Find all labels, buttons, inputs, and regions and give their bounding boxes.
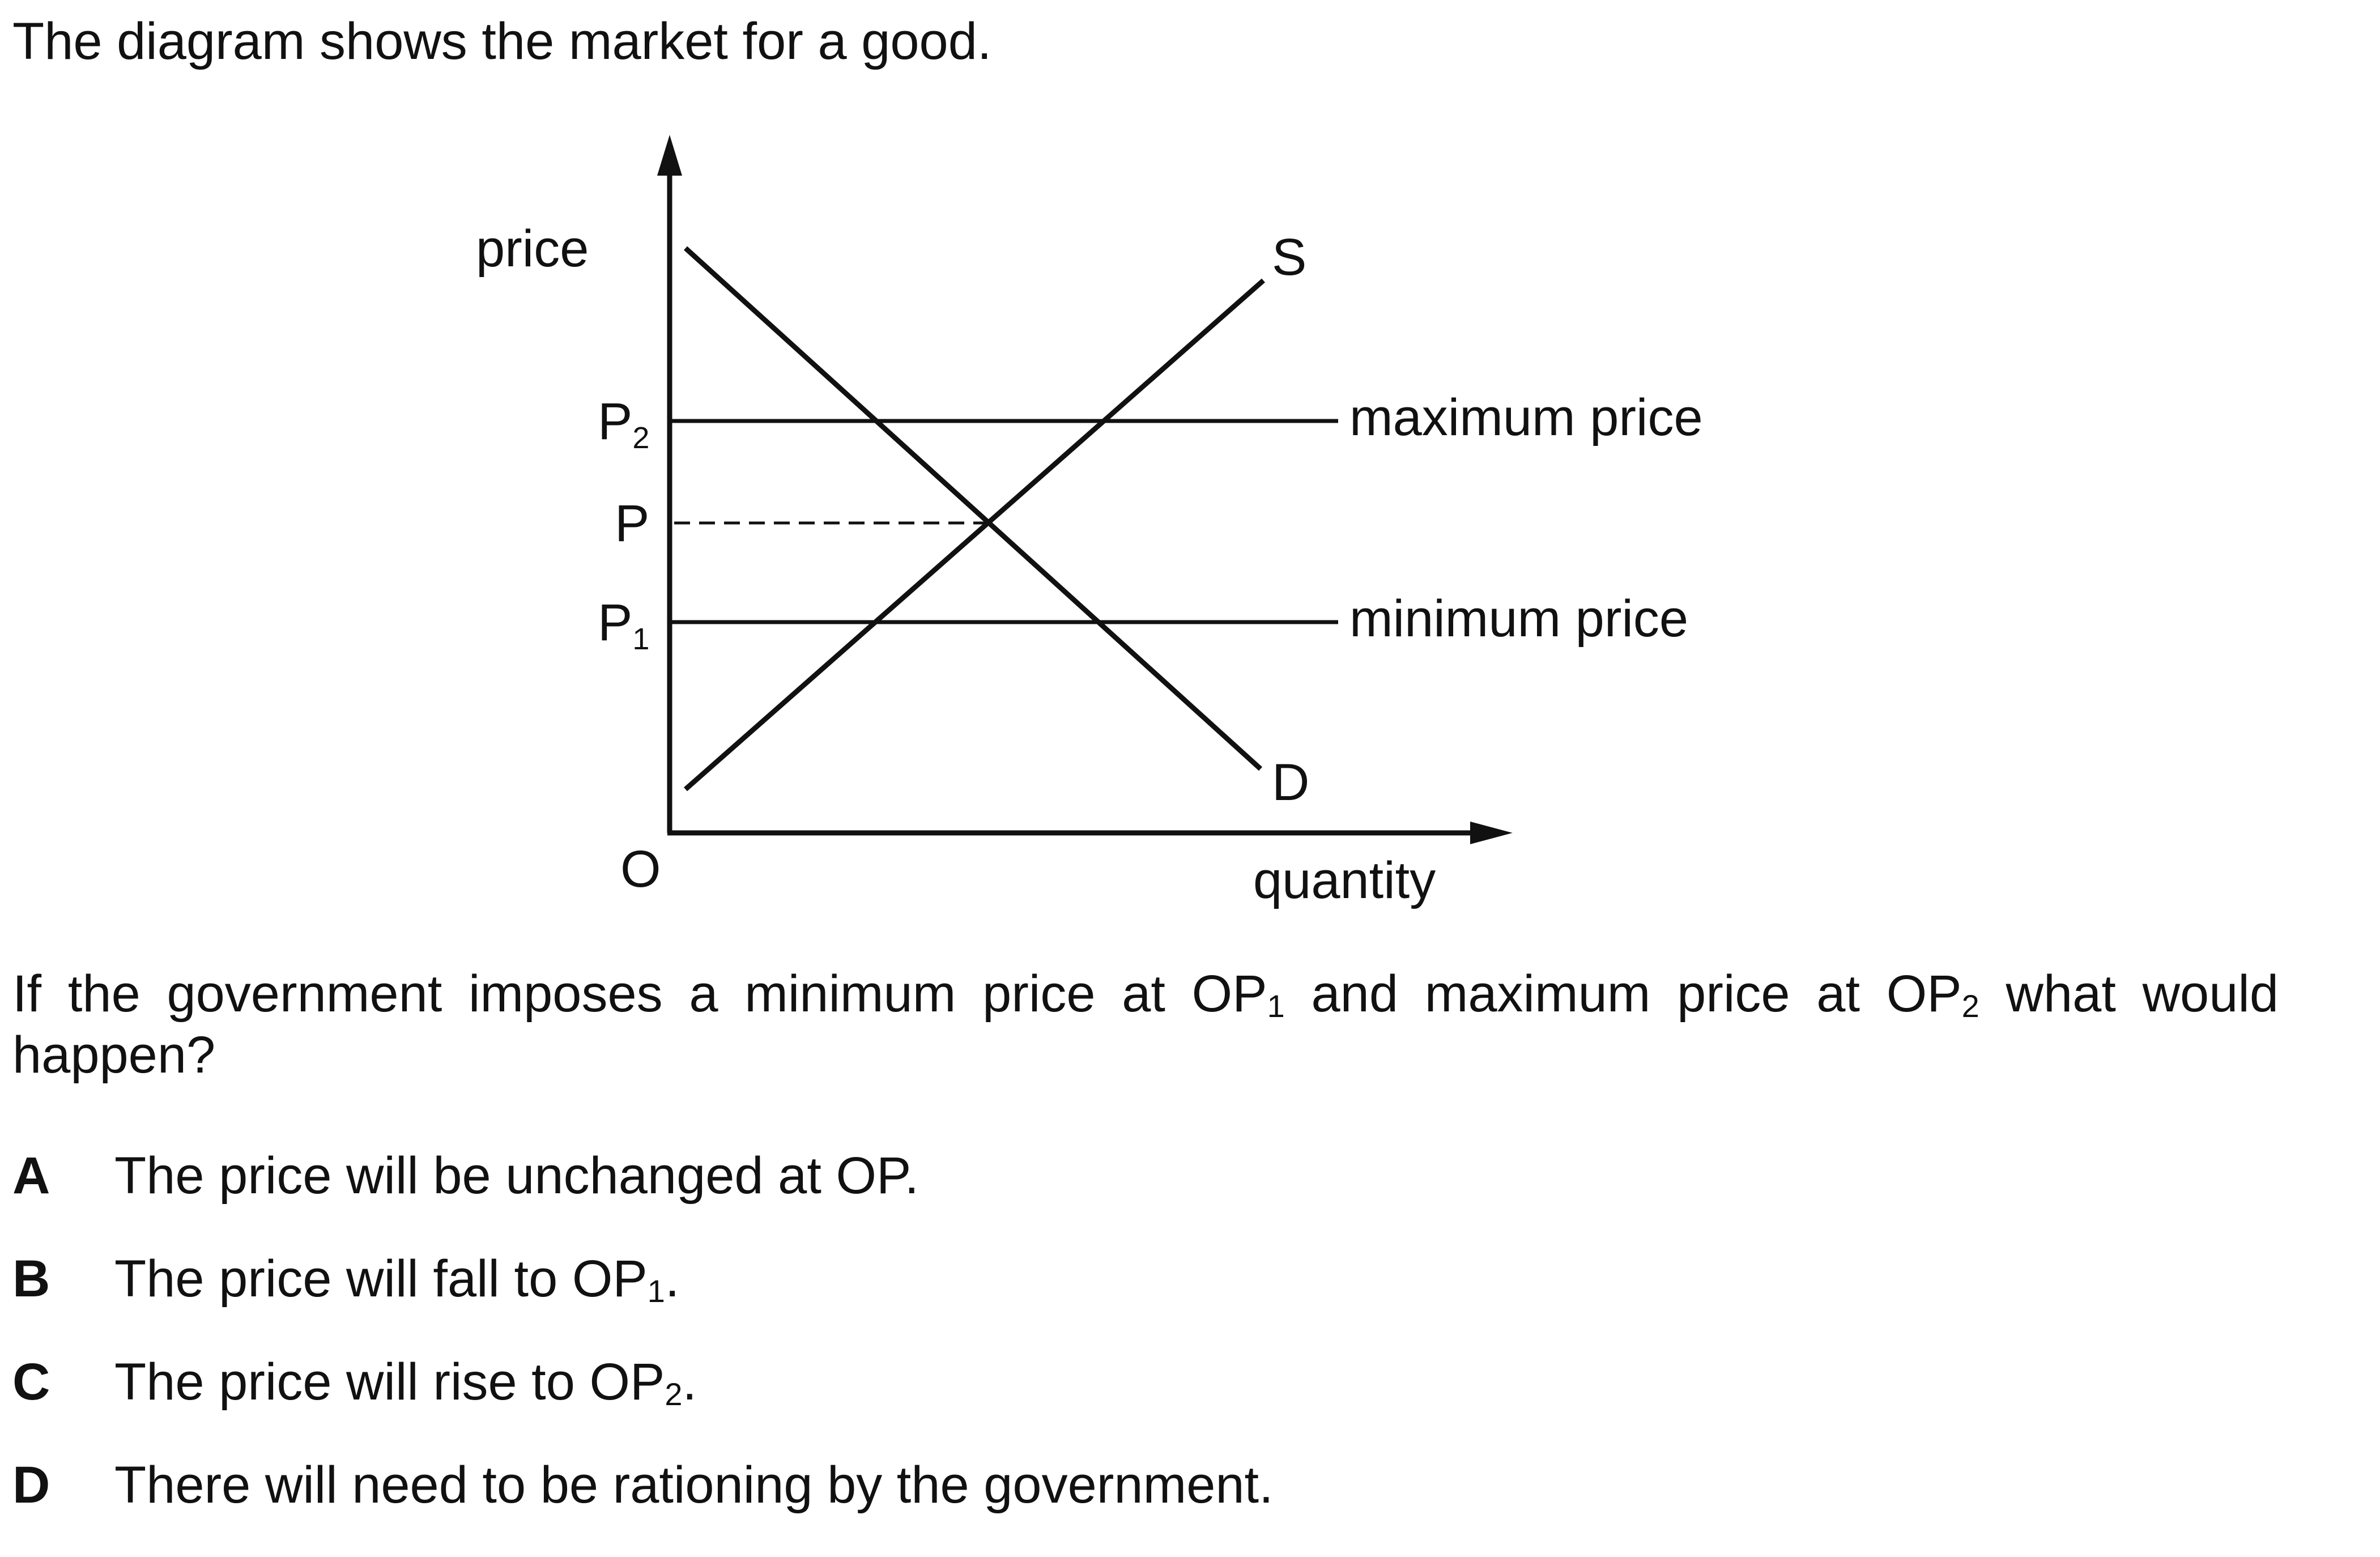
y-axis-label: price: [476, 220, 589, 278]
quantity-axis-arrowhead: [1470, 822, 1513, 844]
supply-curve: [684, 278, 1265, 792]
supply-label: S: [1272, 228, 1306, 286]
origin-label: O: [620, 840, 661, 898]
minimum-price-label: minimum price: [1349, 590, 1688, 648]
p2-label: P2: [598, 393, 649, 455]
option-letter: A: [12, 1147, 50, 1205]
option-text: The price will fall to OP1.: [114, 1250, 680, 1309]
x-axis-label: quantity: [1253, 852, 1436, 909]
option-text: The price will be unchanged at OP.: [114, 1147, 919, 1205]
option-letter: B: [12, 1250, 50, 1308]
option-text: The price will rise to OP2.: [114, 1353, 697, 1412]
market-diagram: price quantity O S D P2 P P1 maximum pri…: [476, 135, 1703, 909]
intro-text: The diagram shows the market for a good.: [12, 12, 992, 70]
p-label: P: [615, 495, 649, 552]
p1-label: P1: [598, 594, 649, 656]
option-letter: D: [12, 1456, 50, 1514]
price-axis-arrowhead: [657, 135, 682, 176]
demand-curve: [683, 246, 1263, 771]
demand-label: D: [1272, 754, 1309, 811]
option-text: There will need to be rationing by the g…: [114, 1456, 1274, 1514]
question-text: If the government imposes a minimum pric…: [12, 965, 2279, 1084]
maximum-price-label: maximum price: [1349, 389, 1703, 446]
option-letter: C: [12, 1353, 50, 1411]
